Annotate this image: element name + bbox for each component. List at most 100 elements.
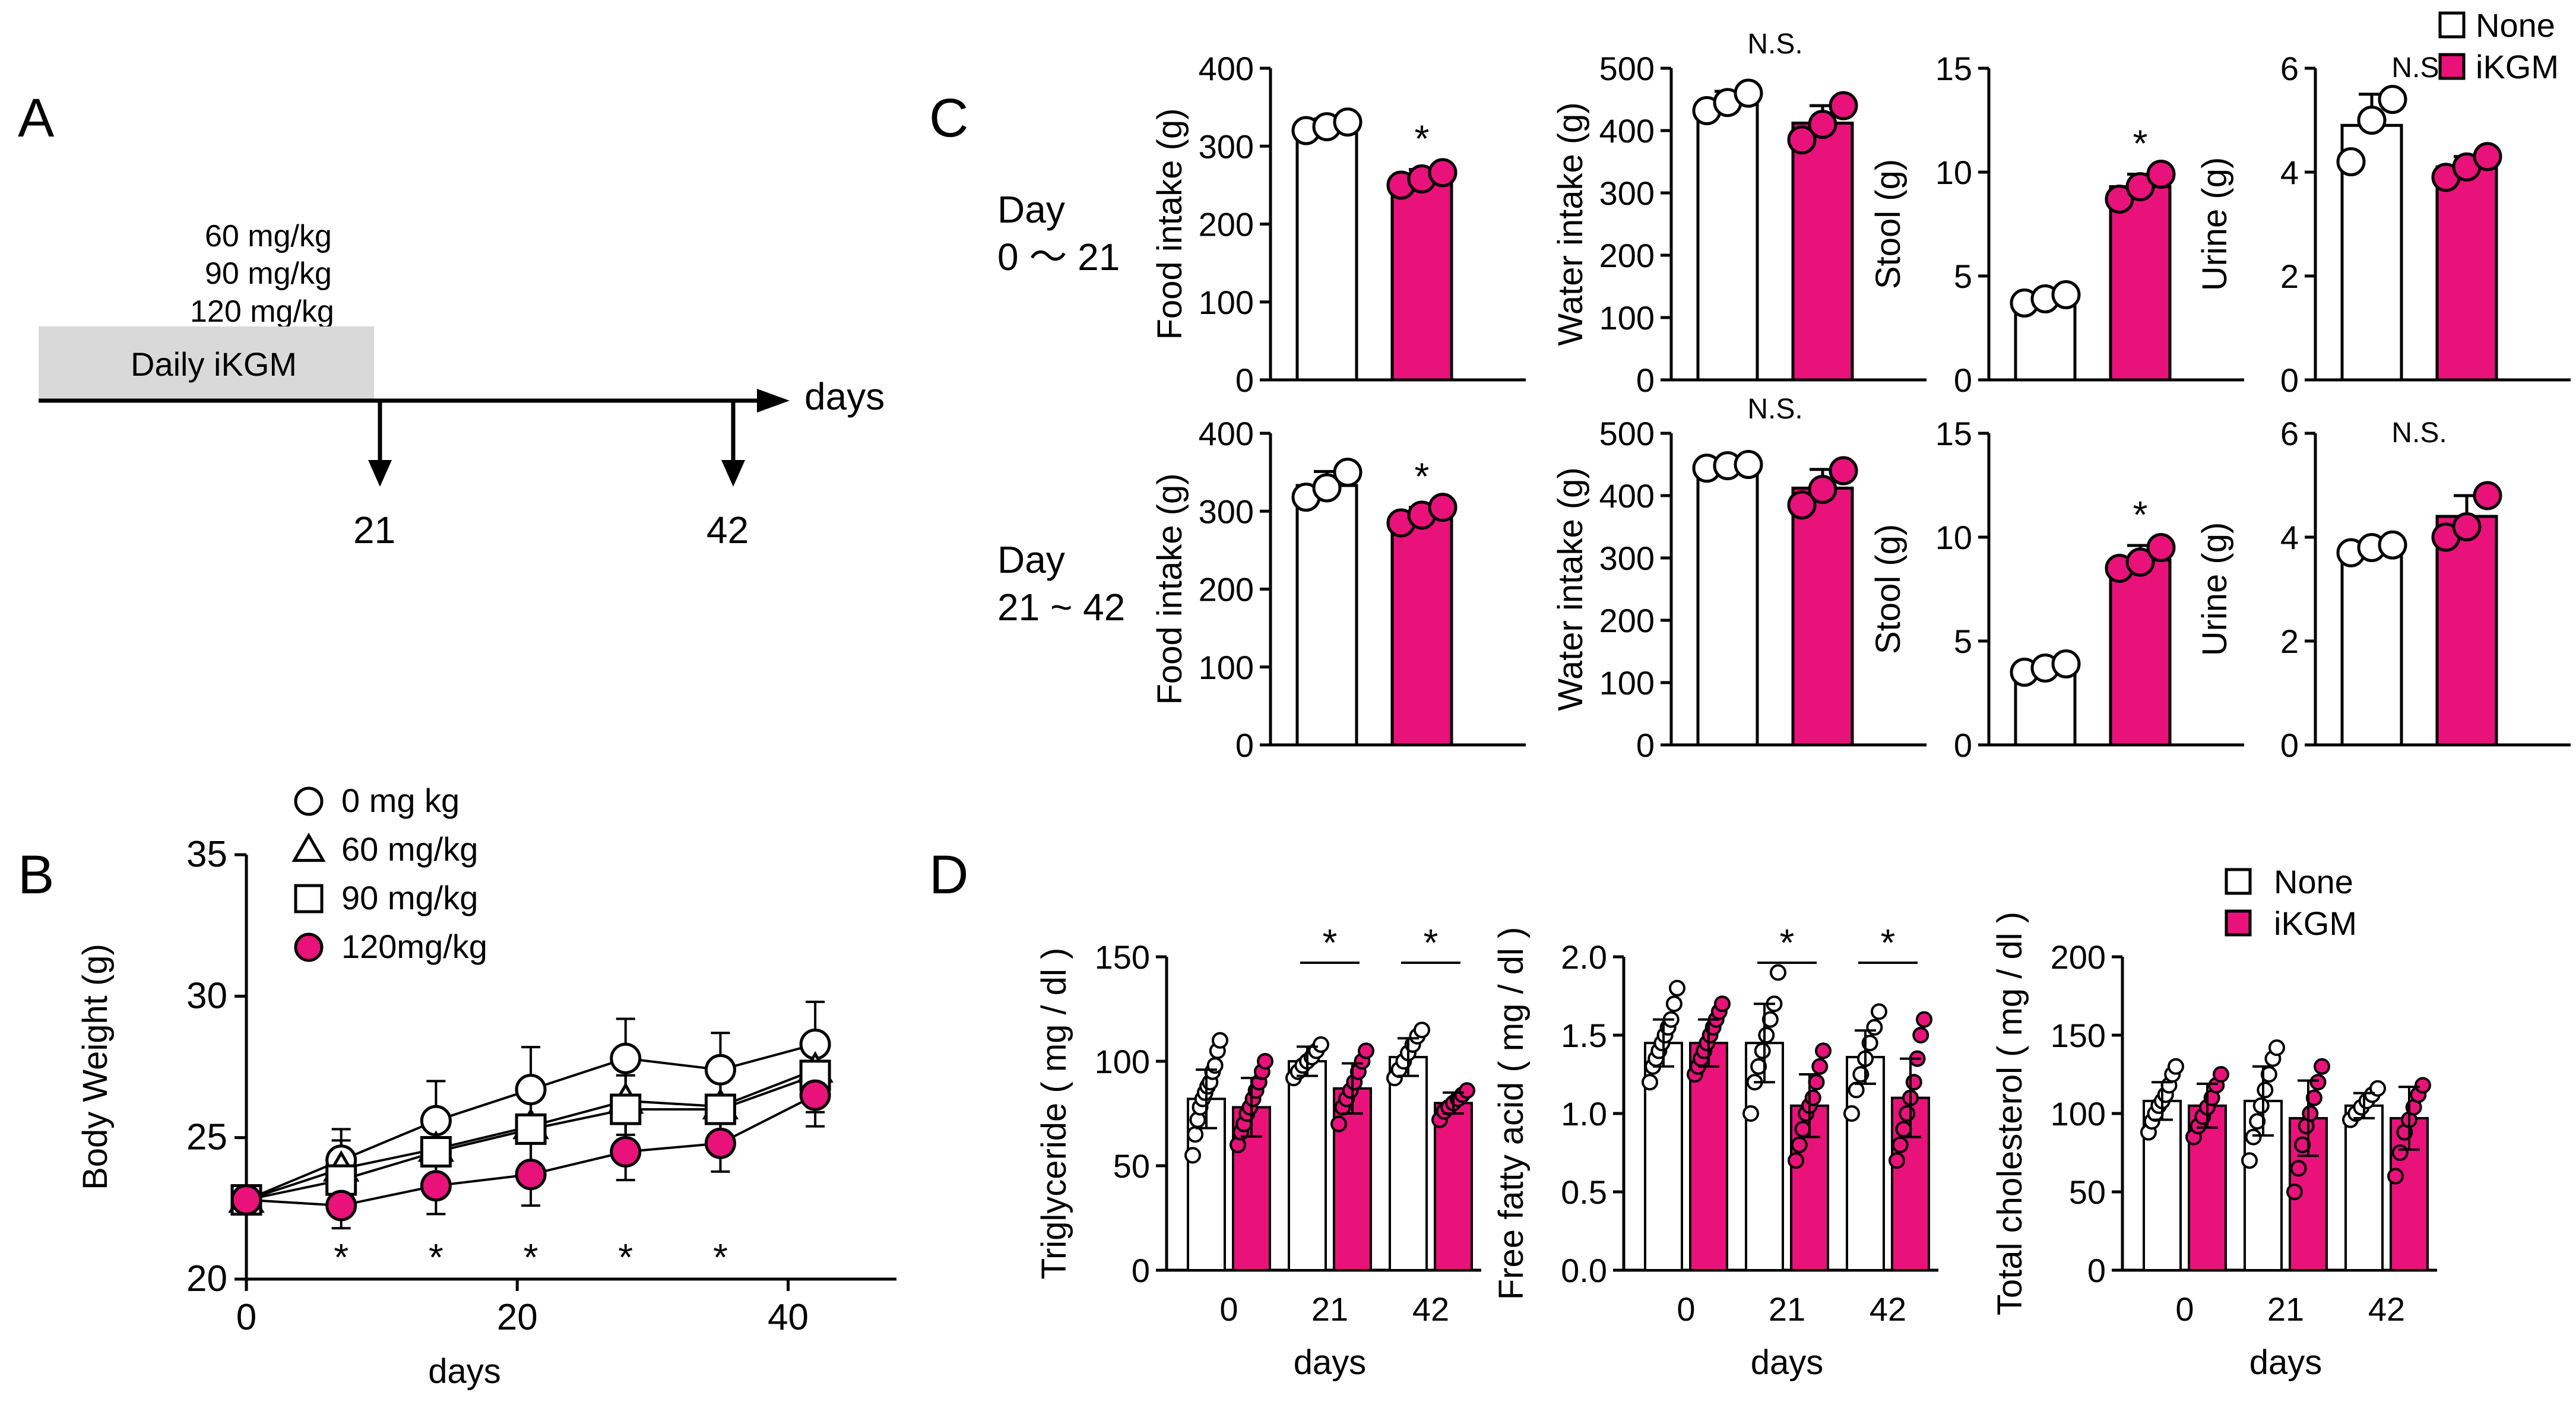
data-point	[1804, 1089, 1821, 1106]
legend-label: iKGM	[2476, 48, 2559, 85]
y-tick-label: 100	[1599, 664, 1655, 702]
bar-ikgm	[1791, 121, 1854, 382]
data-point	[1808, 110, 1837, 139]
y-tick-label: 200	[1199, 206, 1254, 243]
data-point	[2146, 160, 2176, 189]
data-point	[2302, 1105, 2319, 1122]
data-point	[1761, 1011, 1779, 1028]
legend-label: None	[2274, 863, 2353, 900]
data-point	[1791, 1136, 1808, 1153]
data-point	[2357, 106, 2387, 135]
significance-star: *	[713, 1236, 728, 1279]
y-axis-title: Body Weight (g)	[76, 944, 115, 1190]
y-axis-title: Food intake (g)	[1151, 473, 1189, 705]
not-significant-label: N.S.	[2391, 52, 2447, 84]
serum-lipid-charts: 0 50 100 150 Triglyceride ( mg / dl ) 0 21 42 da…	[1035, 863, 2437, 1382]
x-axis-title: days	[1294, 1343, 1367, 1382]
data-point	[1794, 1121, 1811, 1138]
y-tick-label: 200	[1599, 237, 1655, 274]
y-tick-label: 0.5	[1561, 1173, 1607, 1211]
bar-ikgm	[2109, 559, 2172, 747]
data-point	[2452, 512, 2482, 541]
data-point	[1891, 1136, 1909, 1153]
data-point	[1734, 78, 1763, 108]
data-point	[1788, 1152, 1804, 1169]
y-axis-title: Food intake (g)	[1151, 108, 1189, 340]
y-tick-label: 0	[1235, 361, 1254, 399]
bar-ikgm	[1390, 177, 1453, 382]
data-point	[1808, 1074, 1825, 1091]
data-point	[1257, 1053, 1273, 1070]
data-point	[2213, 1066, 2229, 1083]
legend-swatch	[2225, 909, 2252, 937]
data-point	[1787, 125, 1817, 155]
x-tick-label: 21	[1311, 1290, 1348, 1328]
not-significant-label: N.S.	[2391, 417, 2447, 449]
legend-marker	[291, 832, 326, 862]
y-tick-label: 200	[1599, 602, 1655, 639]
data-point	[1787, 490, 1817, 520]
data-point	[2290, 1160, 2307, 1177]
y-tick-label: 4	[2280, 154, 2299, 191]
data-point	[1459, 1082, 1475, 1099]
data-point	[1916, 1011, 1932, 1028]
data-point	[799, 1079, 831, 1111]
data-point	[1312, 473, 1342, 503]
y-tick-label: 0.0	[1561, 1252, 1607, 1289]
row-label-2-title: Day	[997, 538, 1065, 581]
data-point	[1414, 1022, 1430, 1039]
data-point	[2305, 1089, 2322, 1106]
y-tick-label: 500	[1599, 415, 1655, 452]
data-point	[2105, 185, 2134, 214]
row-label-2-range: 21 ~ 42	[997, 586, 1125, 629]
y-tick-label: 2.0	[1561, 938, 1607, 976]
data-point	[1714, 995, 1731, 1013]
y-tick-label: 2	[2280, 258, 2299, 295]
data-point	[1428, 158, 1457, 188]
bar-none	[1295, 484, 1358, 747]
panel-a-letter: A	[18, 88, 55, 148]
data-point	[2314, 1058, 2330, 1075]
data-point	[2125, 172, 2155, 201]
data-point	[1843, 1105, 1860, 1122]
bar-none	[1696, 101, 1759, 382]
y-tick-label: 300	[1599, 175, 1655, 212]
y-axis-title: Urine (g)	[2195, 522, 2234, 656]
x-axis-title: days	[1751, 1343, 1824, 1382]
bar-none	[1295, 125, 1358, 382]
legend-label: None	[2476, 7, 2555, 44]
data-point	[610, 1136, 642, 1168]
significance-star: *	[2133, 493, 2148, 536]
data-point	[2294, 1136, 2311, 1153]
grouped-bar-chart-D-ffa: 0.0 0.5 1.0 1.5 2.0 Free fatty acid ( mg / dl…	[1492, 921, 1938, 1382]
y-axis-title: Free fatty acid ( mg / dl )	[1492, 927, 1531, 1300]
data-point	[704, 1093, 736, 1125]
y-tick-label: 10	[1935, 519, 1972, 556]
treatment-band	[39, 326, 374, 401]
bar-chart-C-food-2: 0 100 200 300 400 Food intake (g) *	[1151, 415, 1526, 764]
x-tick-label: 20	[497, 1297, 538, 1338]
legend-swatch	[2438, 11, 2466, 39]
data-point	[2473, 142, 2502, 172]
data-point	[2051, 280, 2081, 309]
data-point	[2378, 85, 2407, 114]
data-point	[1848, 1081, 1865, 1099]
y-axis-title: Water intake (g)	[1551, 102, 1590, 345]
row-label-1-title: Day	[997, 188, 1065, 231]
data-point	[2249, 1113, 2266, 1130]
y-tick-label: 0	[2280, 361, 2299, 399]
legend-swatch	[2438, 53, 2466, 80]
y-tick-label: 400	[1199, 415, 1254, 452]
data-point	[420, 1136, 452, 1168]
y-tick-label: 1.5	[1561, 1017, 1607, 1054]
data-point	[2051, 649, 2081, 678]
y-tick-label: 15	[1935, 415, 1972, 452]
y-axis-title: Total cholesterol ( mg / dl )	[1991, 912, 2029, 1315]
bar-chart-C-urine-2: 0 2 4 6 Urine (g) N.S.	[2195, 415, 2571, 764]
data-point	[1333, 107, 1363, 137]
data-point	[1187, 1126, 1204, 1143]
bar-ikgm	[1390, 513, 1453, 747]
data-point	[1815, 1042, 1832, 1059]
timeline-axis-label: days	[804, 375, 885, 418]
